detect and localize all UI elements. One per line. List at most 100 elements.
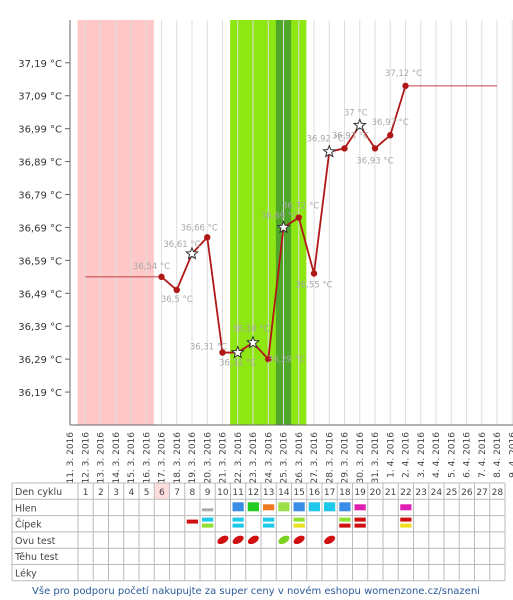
row-label: Hlen bbox=[15, 503, 37, 514]
data-label: 37,12 °C bbox=[385, 69, 422, 79]
data-label: 36,5 °C bbox=[161, 295, 193, 305]
day-number: 10 bbox=[217, 488, 229, 498]
row-label: Čípek bbox=[15, 519, 42, 531]
day6-cell bbox=[154, 483, 170, 500]
x-tick-label: 8. 4. 2016 bbox=[493, 432, 503, 478]
cell-mark bbox=[354, 523, 366, 528]
day-number: 27 bbox=[476, 488, 487, 498]
x-tick-label: 6. 4. 2016 bbox=[463, 432, 473, 478]
point bbox=[387, 132, 394, 139]
data-label: 36,31 °C bbox=[219, 359, 256, 369]
x-tick-label: 7. 4. 2016 bbox=[478, 432, 488, 478]
x-tick-label: 26. 3. 2016 bbox=[295, 432, 305, 484]
cell-mark bbox=[339, 523, 351, 528]
data-label: 37 °C bbox=[344, 108, 368, 118]
day-number: 21 bbox=[385, 488, 396, 498]
y-tick-label: 36,19 °C bbox=[18, 388, 62, 399]
day-number: 2 bbox=[98, 488, 104, 498]
data-label: 36,34 °C bbox=[232, 325, 269, 335]
day-number: 22 bbox=[400, 488, 411, 498]
ovu-icon bbox=[278, 535, 290, 545]
x-tick-label: 12. 3. 2016 bbox=[81, 432, 91, 484]
row-label: Léky bbox=[15, 569, 37, 580]
x-tick-label: 16. 3. 2016 bbox=[142, 432, 152, 484]
day-number: 18 bbox=[339, 488, 351, 498]
point bbox=[341, 145, 348, 152]
ovu-icon bbox=[293, 535, 305, 545]
point bbox=[371, 145, 379, 152]
day-number: 7 bbox=[174, 488, 180, 498]
day-number: 17 bbox=[324, 488, 335, 498]
star-point bbox=[185, 246, 199, 260]
ovu-icon bbox=[324, 535, 336, 545]
y-tick-label: 36,29 °C bbox=[18, 355, 62, 366]
ovu-icon bbox=[247, 535, 259, 545]
x-tick-label: 23. 3. 2016 bbox=[249, 432, 259, 484]
x-tick-label: 28. 3. 2016 bbox=[325, 432, 335, 484]
day-number: 14 bbox=[278, 488, 290, 498]
data-label: 36,55 °C bbox=[295, 281, 332, 291]
day-number: 19 bbox=[354, 488, 366, 498]
y-tick-label: 36,49 °C bbox=[18, 289, 62, 300]
cell-mark bbox=[186, 519, 198, 524]
star-point bbox=[352, 118, 367, 132]
x-tick-label: 1. 4. 2016 bbox=[386, 432, 396, 478]
x-tick-label: 25. 3. 2016 bbox=[280, 432, 290, 484]
cell-mark bbox=[247, 502, 259, 512]
data-label: 36,29 °C bbox=[268, 355, 305, 365]
point bbox=[265, 355, 272, 363]
cell-mark bbox=[263, 517, 275, 522]
row-label: Ovu test bbox=[15, 536, 56, 547]
x-tick-label: 24. 3. 2016 bbox=[264, 432, 274, 484]
x-tick-label: 21. 3. 2016 bbox=[219, 432, 229, 484]
x-tick-label: 9. 4. 2016 bbox=[508, 432, 513, 478]
point bbox=[310, 270, 318, 277]
day-number: 16 bbox=[309, 488, 321, 498]
ovu-icon bbox=[232, 535, 244, 545]
day-number: 8 bbox=[190, 488, 196, 498]
point bbox=[295, 214, 302, 221]
day-number: 9 bbox=[205, 488, 211, 498]
footer: Vše pro podporu početí nakupujte za supe… bbox=[32, 585, 480, 597]
cell-mark bbox=[202, 508, 214, 512]
data-label: 36,97 °C bbox=[372, 118, 409, 128]
point bbox=[402, 82, 409, 90]
day-number: 3 bbox=[113, 488, 119, 498]
data-label: 36,93 °C bbox=[332, 131, 369, 141]
x-tick-label: 14. 3. 2016 bbox=[112, 432, 122, 484]
day-number: 15 bbox=[293, 488, 304, 498]
y-tick-label: 36,89 °C bbox=[18, 158, 62, 169]
cell-mark bbox=[308, 502, 320, 512]
data-label: 36,92 °C bbox=[307, 135, 344, 145]
x-tick-label: 27. 3. 2016 bbox=[310, 432, 320, 484]
day-number: 5 bbox=[144, 488, 150, 498]
star-point bbox=[246, 335, 260, 349]
day-number: 11 bbox=[232, 488, 243, 498]
x-tick-label: 15. 3. 2016 bbox=[127, 432, 137, 484]
y-tick-label: 37,09 °C bbox=[18, 92, 62, 103]
cell-mark bbox=[278, 502, 290, 512]
x-tick-label: 4. 4. 2016 bbox=[432, 432, 442, 478]
x-tick-label: 2. 4. 2016 bbox=[402, 432, 412, 478]
cell-mark bbox=[400, 517, 412, 522]
point bbox=[158, 273, 165, 281]
point bbox=[173, 286, 180, 294]
row-label: Den cyklu bbox=[15, 487, 62, 498]
cell-mark bbox=[339, 502, 351, 512]
y-tick-label: 36,79 °C bbox=[18, 191, 62, 202]
y-tick-label: 36,39 °C bbox=[18, 322, 62, 333]
star-point bbox=[230, 345, 245, 359]
x-tick-label: 30. 3. 2016 bbox=[356, 432, 366, 484]
cell-mark bbox=[400, 523, 412, 528]
day-number: 12 bbox=[248, 488, 259, 498]
y-tick-label: 36,69 °C bbox=[18, 223, 62, 234]
cell-mark bbox=[354, 504, 366, 511]
y-tick-label: 37,19 °C bbox=[18, 59, 62, 70]
day-number: 23 bbox=[415, 488, 426, 498]
data-label: 36,69 °C bbox=[261, 211, 298, 221]
row-label: Těhu test bbox=[14, 552, 59, 563]
cell-mark bbox=[232, 523, 244, 528]
day-number: 26 bbox=[461, 488, 473, 498]
day-number: 28 bbox=[492, 488, 504, 498]
